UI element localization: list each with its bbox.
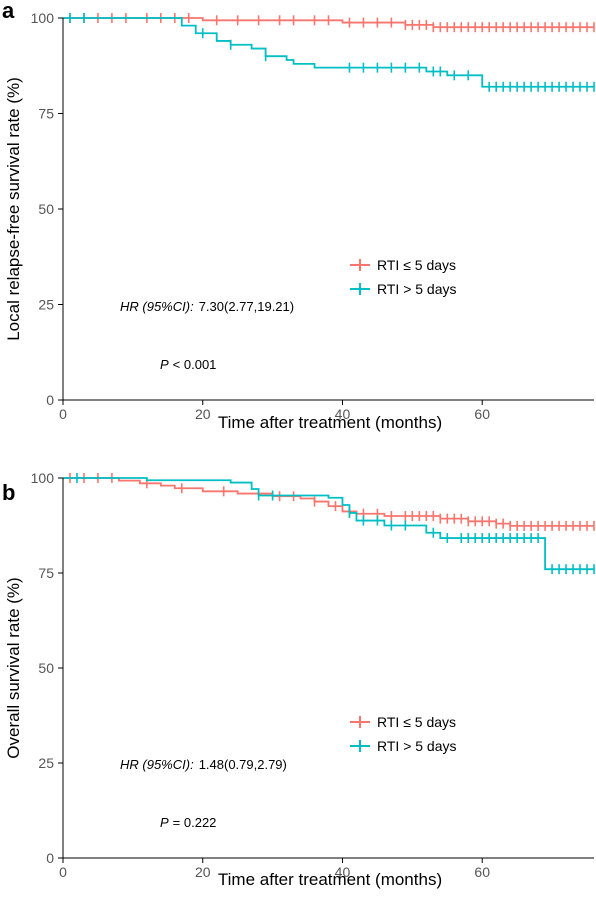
panel-b-hr-annotation: HR (95%CI): 1.48(0.79,2.79) <box>120 757 287 772</box>
panel-a-legend-label-2: RTI > 5 days <box>377 281 457 297</box>
panel-b-legend-label-2: RTI > 5 days <box>377 738 457 754</box>
panel-a-p-annotation: P < 0.001 <box>160 357 216 372</box>
panel-b-x-tick-label-2: 40 <box>335 864 351 880</box>
panel-a-x-tick-label-1: 20 <box>195 406 211 422</box>
panel-a-x-axis-title: Time after treatment (months) <box>218 413 442 432</box>
panel-b-series-2-curve <box>63 477 594 571</box>
panel-b-hr-label: HR (95%CI): <box>120 757 194 772</box>
panel-a-x-tick-label-3: 60 <box>474 406 490 422</box>
panel-b-legend-label-1: RTI ≤ 5 days <box>377 714 456 730</box>
panel-a-letter: a <box>2 0 15 23</box>
panel-b-p-annotation: P = 0.222 <box>160 815 216 830</box>
panel-b-letter: b <box>2 480 15 505</box>
panel-a-x-tick-label-2: 40 <box>335 406 351 422</box>
panel-b-y-tick-label-1: 25 <box>38 755 54 771</box>
panel-a-p-value: < 0.001 <box>173 357 217 372</box>
panel-a-plot-area: 0 25 50 75 100 0 20 40 60 <box>31 10 595 422</box>
panel-b-series-1-curve <box>63 477 594 527</box>
panel-a-y-tick-label-4: 100 <box>31 10 55 26</box>
panel-a-y-tick-label-1: 25 <box>38 297 54 313</box>
panel-b-x-axis-title: Time after treatment (months) <box>218 870 442 889</box>
panel-a-hr-value: 7.30(2.77,19.21) <box>199 299 294 314</box>
panel-b-p-value: = 0.222 <box>173 815 217 830</box>
panel-b-x-tick-label-1: 20 <box>195 864 211 880</box>
panel-b-y-tick-label-2: 50 <box>38 660 54 676</box>
panel-b-p-label: P <box>160 815 169 830</box>
panel-b-x-tick-label-0: 0 <box>59 864 67 880</box>
panel-b-hr-value: 1.48(0.79,2.79) <box>199 757 287 772</box>
panel-b: b 0 25 50 75 100 0 20 40 60 Time after treatment… <box>2 470 595 889</box>
panel-b-legend: RTI ≤ 5 days RTI > 5 days <box>350 714 457 754</box>
panel-a-y-axis-title: Local relapse-free survival rate (%) <box>4 77 23 341</box>
panel-a-legend-label-1: RTI ≤ 5 days <box>377 257 456 273</box>
panel-b-y-tick-label-4: 100 <box>31 470 55 486</box>
panel-a-series-2-curve <box>63 17 594 88</box>
panel-a-legend: RTI ≤ 5 days RTI > 5 days <box>350 257 457 297</box>
panel-a-y-tick-label-3: 75 <box>38 106 54 122</box>
panel-a: a 0 25 50 75 100 0 20 40 60 Time after treatment… <box>2 0 595 432</box>
panel-a-p-label: P <box>160 357 169 372</box>
panel-b-x-tick-label-3: 60 <box>474 864 490 880</box>
panel-a-y-tick-label-0: 0 <box>46 392 54 408</box>
panel-b-y-tick-label-3: 75 <box>38 565 54 581</box>
panel-b-plot-area: 0 25 50 75 100 0 20 40 60 <box>31 470 595 880</box>
panel-a-hr-label: HR (95%CI): <box>120 299 194 314</box>
panel-a-x-tick-label-0: 0 <box>59 406 67 422</box>
panel-a-y-tick-label-2: 50 <box>38 201 54 217</box>
panel-b-y-axis-title: Overall survival rate (%) <box>4 577 23 758</box>
panel-a-hr-annotation: HR (95%CI): 7.30(2.77,19.21) <box>120 299 294 314</box>
panel-b-y-tick-label-0: 0 <box>46 850 54 866</box>
